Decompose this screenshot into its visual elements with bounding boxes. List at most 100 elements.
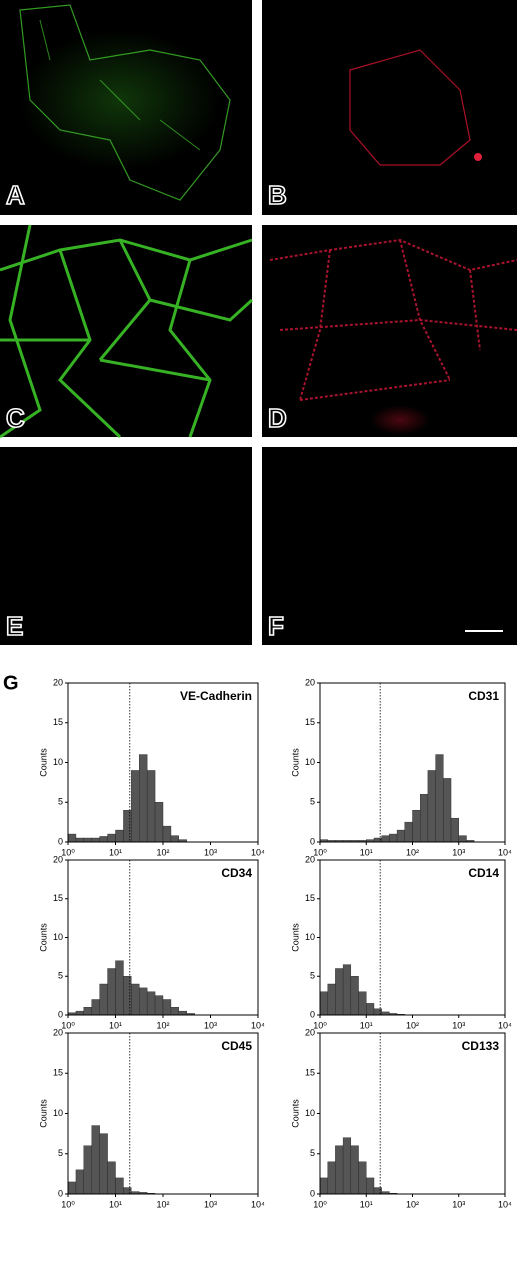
histogram-bar — [458, 835, 467, 843]
y-tick-label: 0 — [58, 1009, 63, 1019]
histogram-bar — [91, 999, 100, 1016]
y-axis-label: Counts — [290, 748, 300, 777]
x-tick-label: 10¹ — [360, 847, 373, 857]
chart-title: VE-Cadherin — [180, 689, 252, 703]
y-tick-label: 15 — [53, 893, 63, 903]
panel-label: F — [268, 611, 284, 641]
y-tick-label: 15 — [305, 893, 315, 903]
y-tick-label: 5 — [58, 797, 63, 807]
x-tick-label: 10⁴ — [251, 1199, 265, 1209]
micrograph-a — [0, 0, 252, 215]
y-tick-label: 15 — [53, 717, 63, 727]
y-axis-label: Counts — [38, 748, 48, 777]
histogram-bar — [170, 1007, 179, 1016]
histogram-bar — [335, 1145, 344, 1195]
chart-title: CD31 — [468, 689, 499, 703]
histogram-bar — [83, 837, 92, 843]
y-axis-label: Counts — [290, 923, 300, 952]
histogram-bar — [75, 1169, 84, 1195]
y-tick-label: 10 — [53, 757, 63, 767]
x-tick-label: 10¹ — [109, 1020, 122, 1030]
histogram-bar — [99, 836, 108, 843]
y-tick-label: 5 — [310, 797, 315, 807]
histogram-bar — [146, 770, 156, 843]
y-axis-label: Counts — [290, 1099, 300, 1128]
x-tick-label: 10³ — [452, 1199, 465, 1209]
x-tick-label: 10¹ — [109, 847, 122, 857]
x-tick-label: 10² — [406, 1020, 419, 1030]
histogram-bar — [427, 770, 436, 843]
histogram-bar — [131, 770, 140, 843]
panel-label: B — [268, 180, 287, 210]
y-tick-label: 20 — [53, 677, 63, 687]
histogram-bar — [91, 1125, 100, 1195]
histogram-bar — [420, 794, 429, 843]
x-tick-label: 10³ — [204, 1199, 217, 1209]
x-tick-label: 10² — [156, 847, 169, 857]
micrograph-d — [262, 225, 517, 437]
panel-label: A — [6, 180, 25, 210]
histogram-bar — [91, 837, 100, 843]
micrograph-b — [262, 0, 517, 215]
y-tick-label: 0 — [310, 836, 315, 846]
plot-frame — [67, 859, 259, 1016]
y-tick-label: 10 — [305, 757, 315, 767]
x-tick-label: 10³ — [452, 847, 465, 857]
chart-title: CD45 — [221, 1039, 252, 1053]
y-tick-label: 5 — [58, 971, 63, 981]
histogram-bar — [342, 1137, 352, 1195]
chart-title: CD34 — [221, 866, 252, 880]
histogram-bar — [67, 833, 77, 843]
y-tick-label: 20 — [53, 1027, 63, 1037]
histogram-bar — [404, 821, 413, 843]
histogram-bar — [154, 995, 164, 1016]
y-tick-label: 15 — [305, 717, 315, 727]
histogram-bar — [178, 1010, 187, 1016]
histogram-bar — [319, 991, 328, 1016]
histogram-bar — [154, 802, 164, 843]
x-tick-label: 10⁰ — [61, 847, 75, 857]
y-tick-label: 15 — [305, 1068, 315, 1078]
histogram-bar — [366, 1177, 375, 1195]
y-tick-label: 0 — [58, 836, 63, 846]
histogram-bar — [335, 968, 344, 1016]
histogram-bar — [358, 991, 367, 1016]
x-tick-label: 10⁴ — [251, 1020, 265, 1030]
histogram-bar — [99, 983, 108, 1016]
micrograph-f — [262, 447, 517, 645]
figure-label: G — [3, 672, 19, 694]
y-tick-label: 5 — [310, 971, 315, 981]
x-tick-label: 10⁰ — [61, 1020, 75, 1030]
histogram-bar — [381, 835, 390, 843]
y-axis-label: Counts — [38, 1099, 48, 1128]
histogram-bar — [450, 817, 459, 843]
histogram-bar — [162, 999, 172, 1016]
y-tick-label: 20 — [305, 854, 315, 864]
y-tick-label: 0 — [58, 1188, 63, 1198]
y-tick-label: 10 — [53, 932, 63, 942]
histogram-bar — [83, 1145, 92, 1195]
histogram-bar — [107, 833, 116, 843]
x-tick-label: 10⁴ — [498, 847, 512, 857]
histogram-bar — [350, 1145, 359, 1195]
histogram-bar — [327, 983, 336, 1016]
x-tick-label: 10³ — [452, 1020, 465, 1030]
x-tick-label: 10⁰ — [313, 1199, 327, 1209]
y-tick-label: 5 — [310, 1148, 315, 1158]
x-tick-label: 10⁰ — [313, 1020, 327, 1030]
histogram-bar — [327, 1161, 336, 1195]
x-tick-label: 10¹ — [360, 1020, 373, 1030]
x-tick-label: 10⁴ — [498, 1199, 512, 1209]
chart-title: CD133 — [462, 1039, 500, 1053]
histogram-bar — [115, 829, 124, 843]
y-tick-label: 20 — [305, 677, 315, 687]
histogram-bar — [146, 991, 156, 1016]
x-tick-label: 10² — [156, 1020, 169, 1030]
x-tick-label: 10⁰ — [313, 847, 327, 857]
chart-title: CD14 — [468, 866, 499, 880]
histogram-bar — [99, 1133, 108, 1195]
x-tick-label: 10² — [406, 847, 419, 857]
x-tick-label: 10³ — [204, 1020, 217, 1030]
histogram-bar — [435, 754, 444, 843]
